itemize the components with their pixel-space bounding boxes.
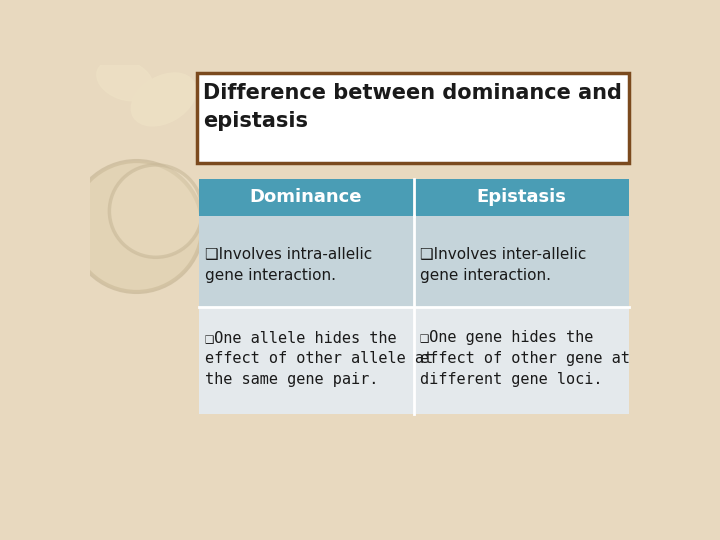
Circle shape <box>71 161 202 292</box>
Text: Epistasis: Epistasis <box>476 188 566 206</box>
Circle shape <box>109 165 202 257</box>
FancyBboxPatch shape <box>90 65 192 481</box>
Text: Dominance: Dominance <box>250 188 362 206</box>
FancyBboxPatch shape <box>197 72 629 164</box>
Text: ❑One gene hides the
effect of other gene at
different gene loci.: ❑One gene hides the effect of other gene… <box>420 330 629 387</box>
Ellipse shape <box>131 73 196 126</box>
Text: Difference between dominance and
epistasis: Difference between dominance and epistas… <box>203 83 622 131</box>
FancyBboxPatch shape <box>199 179 629 215</box>
Ellipse shape <box>96 59 153 101</box>
Text: ❑Involves inter-allelic
gene interaction.: ❑Involves inter-allelic gene interaction… <box>420 247 586 282</box>
Text: ❑Involves intra-allelic
gene interaction.: ❑Involves intra-allelic gene interaction… <box>204 247 372 282</box>
FancyBboxPatch shape <box>413 307 629 414</box>
FancyBboxPatch shape <box>199 215 413 307</box>
FancyBboxPatch shape <box>199 307 413 414</box>
Text: ❑One allele hides the
effect of other allele at
the same gene pair.: ❑One allele hides the effect of other al… <box>204 330 433 387</box>
FancyBboxPatch shape <box>413 215 629 307</box>
